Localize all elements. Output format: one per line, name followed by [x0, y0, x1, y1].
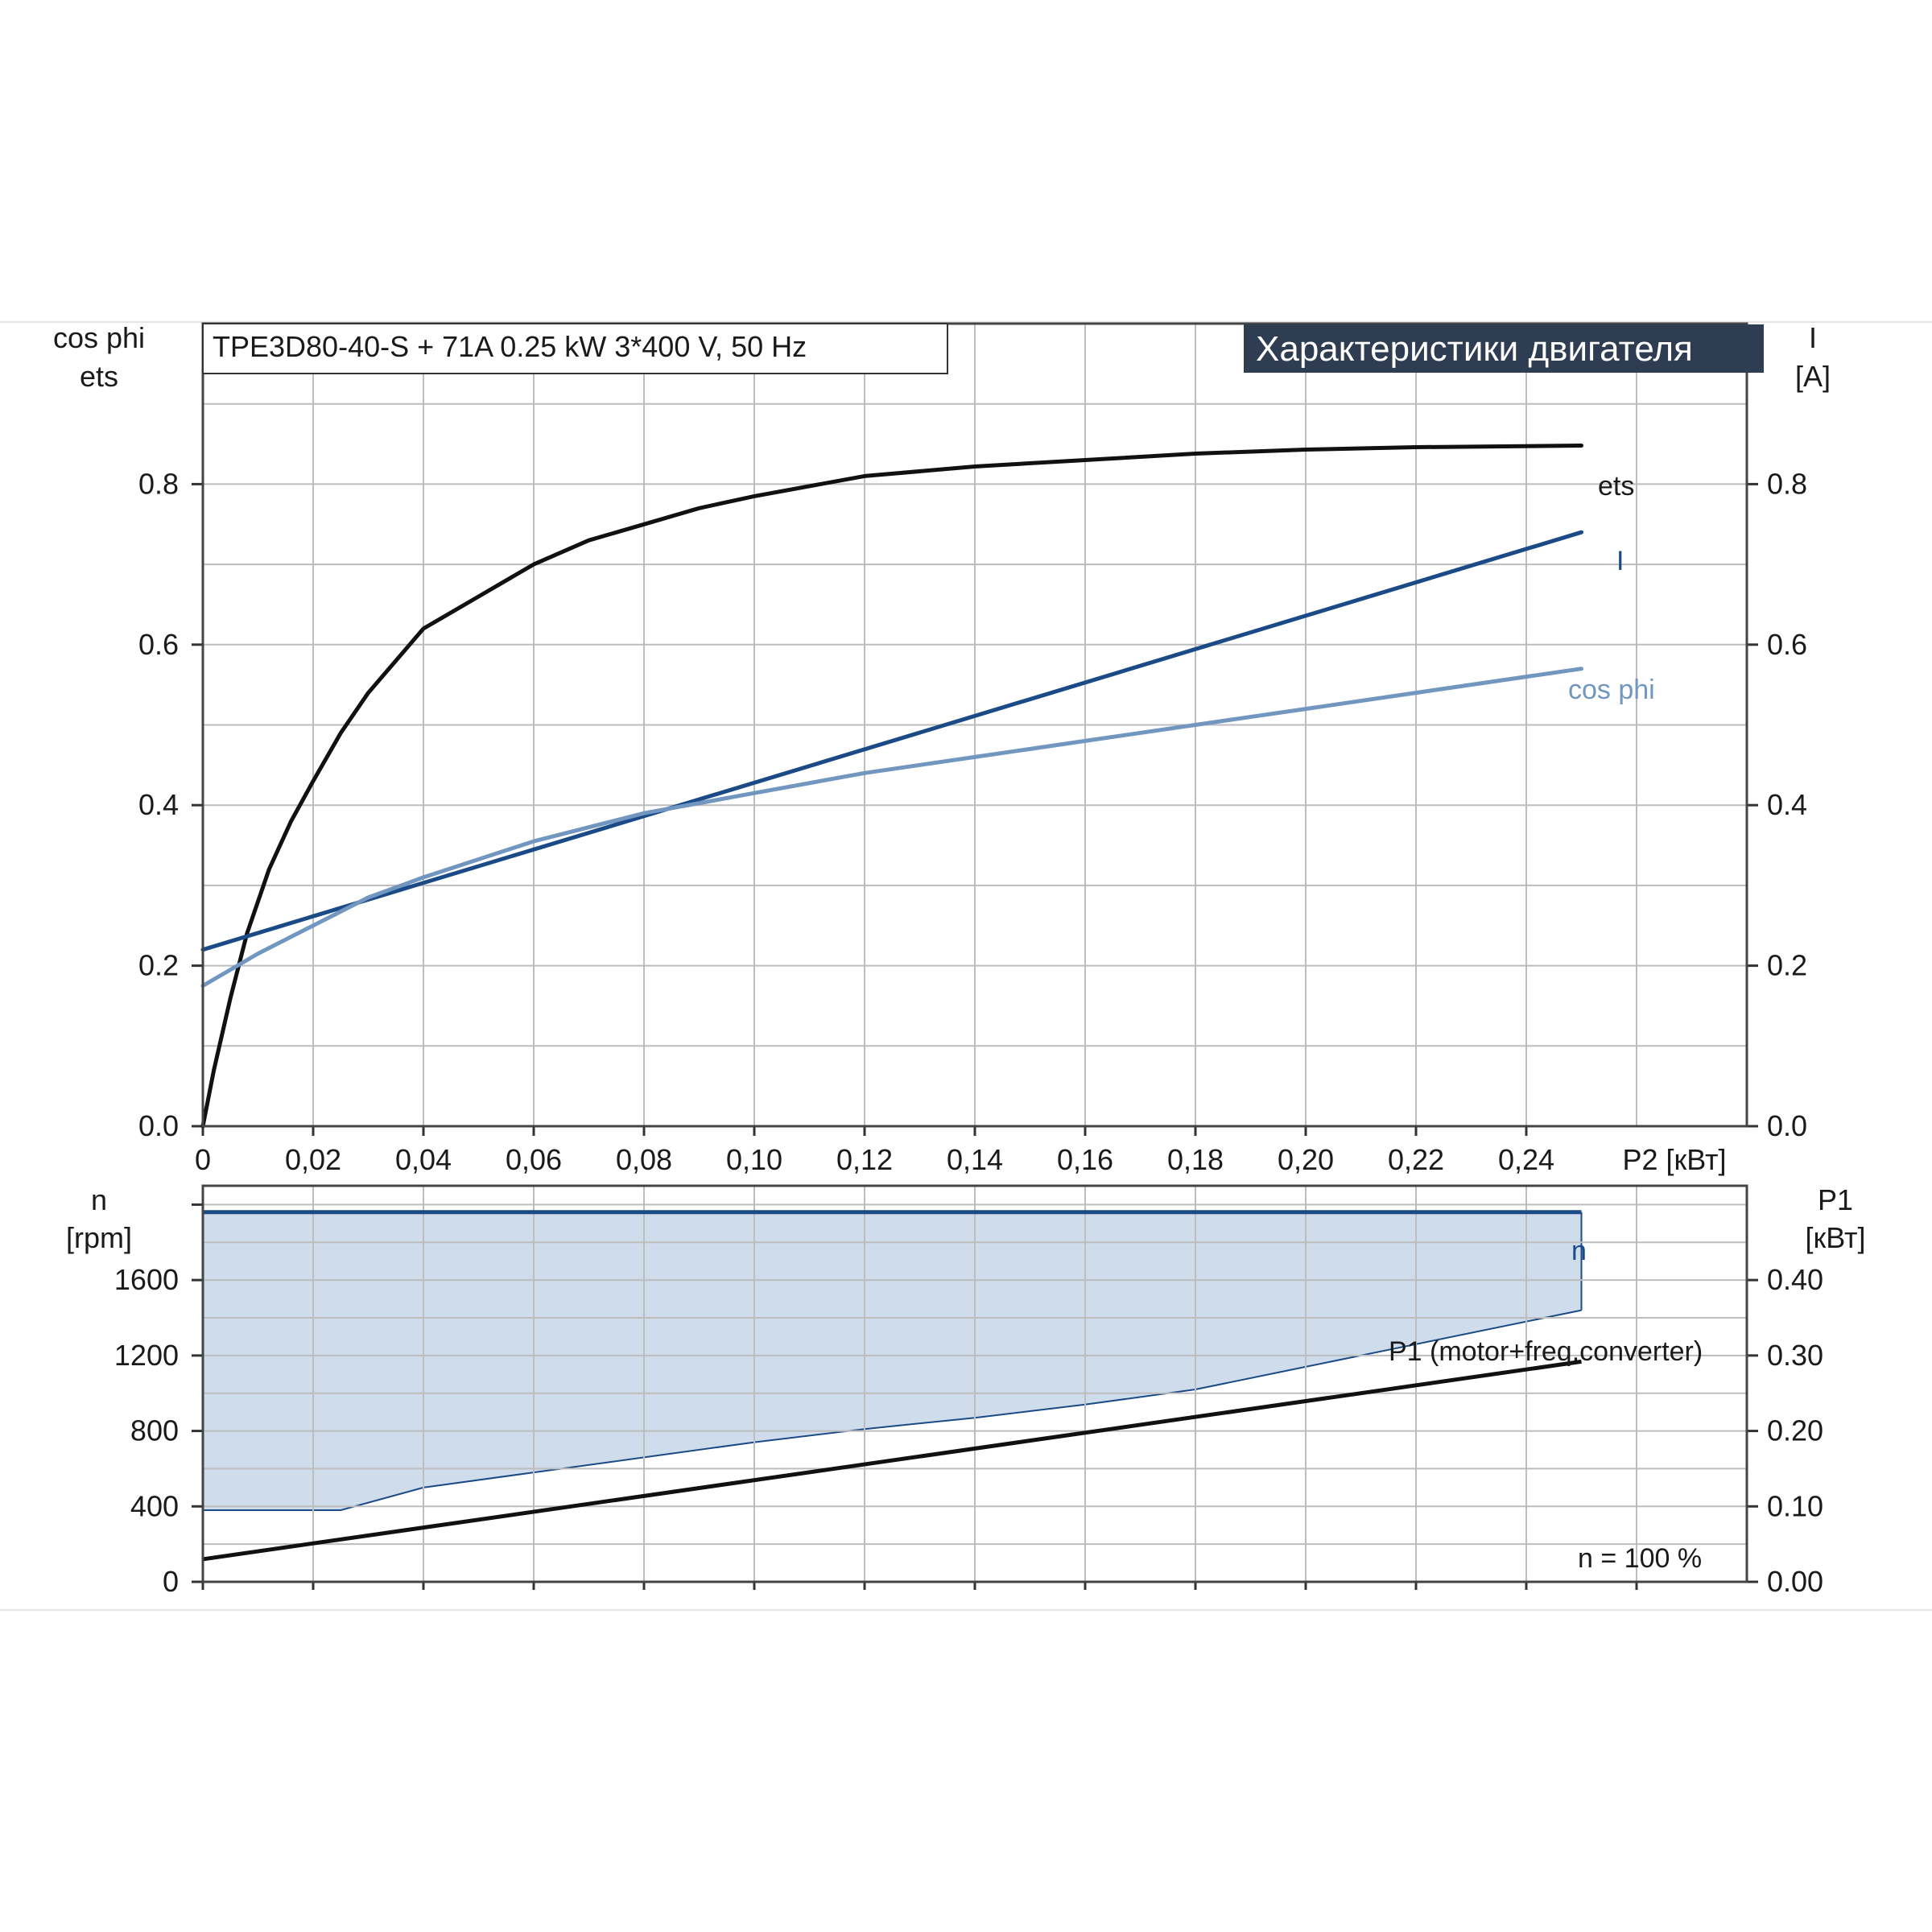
top-left-tick-label: 0.6 — [138, 628, 179, 661]
top-right-tick-label: 0.2 — [1767, 949, 1807, 982]
top-right-axis-label-line2: [A] — [1795, 360, 1831, 393]
bottom-right-tick-label: 0.20 — [1767, 1414, 1823, 1447]
bottom-left-tick-label: 0 — [163, 1565, 179, 1598]
top-right-axis-label-line1: I — [1809, 321, 1817, 354]
x-tick-label: 0,06 — [506, 1143, 562, 1176]
x-tick-label: 0,20 — [1278, 1143, 1334, 1176]
bottom-chart-series — [202, 1210, 1582, 1562]
bottom-left-axis-label-line2: [rpm] — [66, 1221, 132, 1254]
bottom-right-tick-label: 0.40 — [1767, 1263, 1823, 1296]
top-left-tick-label: 0.8 — [138, 467, 179, 500]
series-label-ets: ets — [1598, 471, 1634, 502]
speed-annotation: n = 100 % — [1578, 1543, 1702, 1574]
x-tick-label: 0,12 — [836, 1143, 893, 1176]
bottom-left-axis-label-line1: n — [91, 1183, 107, 1216]
bottom-right-tick-label: 0.00 — [1767, 1565, 1823, 1598]
top-left-axis-label-line2: ets — [80, 360, 118, 393]
x-tick-label: 0,02 — [285, 1143, 341, 1176]
bottom-left-tick-label: 400 — [130, 1489, 179, 1522]
ets-line — [200, 444, 1583, 1129]
top-chart-grid — [203, 323, 1747, 1126]
x-tick-label: 0,16 — [1057, 1143, 1113, 1176]
top-right-tick-label: 0.8 — [1767, 467, 1807, 500]
x-tick-label: 0,14 — [947, 1143, 1003, 1176]
cos-phi-line — [200, 667, 1583, 988]
bottom-left-tick-label: 1200 — [114, 1339, 179, 1372]
bottom-right-axis-label-line1: P1 — [1818, 1183, 1853, 1216]
bottom-right-tick-label: 0.10 — [1767, 1489, 1823, 1522]
I-line — [200, 530, 1583, 952]
model-info-box — [202, 323, 948, 374]
series-label-P1: P1 (motor+freq.converter) — [1389, 1336, 1703, 1367]
bottom-left-tick-label: 800 — [130, 1414, 179, 1447]
P1-line — [202, 1359, 1582, 1562]
bottom-chart-ticks: 0 400 800 1200 1600 0.00 0.10 0.20 0.30 0.40 — [114, 1203, 1823, 1598]
x-tick-label: 0,10 — [726, 1143, 782, 1176]
banner-box — [1244, 324, 1764, 373]
top-right-tick-label: 0.0 — [1767, 1109, 1807, 1142]
series-label-cos-phi: cos phi — [1568, 675, 1655, 705]
bottom-chart-frame — [201, 1184, 1748, 1583]
bottom-chart-grid — [203, 1186, 1747, 1582]
series-label-I: I — [1616, 546, 1624, 576]
top-chart-frame — [201, 322, 1748, 1128]
top-left-tick-label: 0.4 — [138, 788, 179, 821]
top-chart-ticks: 0.0 0.2 0.4 0.6 0.8 0.0 0.2 0.4 0.6 0.8 0 0,02 0,04 0… — [138, 467, 1807, 1176]
x-tick-label: 0,04 — [395, 1143, 452, 1176]
x-tick-label: 0,22 — [1388, 1143, 1444, 1176]
bottom-right-tick-label: 0.30 — [1767, 1339, 1823, 1372]
top-left-axis-label-line1: cos phi — [53, 321, 145, 354]
operating-area-fill — [203, 1212, 1582, 1510]
banner-text: Характеристики двигателя — [1256, 329, 1693, 369]
model-info-text: TPE3D80-40-S + 71A 0.25 kW 3*400 V, 50 H… — [213, 330, 807, 363]
x-tick-label: 0,18 — [1167, 1143, 1224, 1176]
top-chart-series — [200, 444, 1583, 1129]
x-tick-label: 0 — [195, 1143, 211, 1176]
x-axis-label: P2 [кВт] — [1622, 1143, 1726, 1176]
top-right-tick-label: 0.6 — [1767, 628, 1807, 661]
top-left-tick-label: 0.2 — [138, 949, 179, 982]
bottom-right-axis-label-line2: [кВт] — [1805, 1221, 1865, 1254]
top-left-tick-label: 0.0 — [138, 1109, 179, 1142]
x-tick-label: 0,08 — [616, 1143, 672, 1176]
series-label-n: n — [1571, 1236, 1587, 1266]
bottom-left-tick-label: 1600 — [114, 1263, 179, 1296]
bottom-chart-operating-area — [203, 1212, 1583, 1511]
x-tick-label: 0,24 — [1498, 1143, 1554, 1176]
top-right-tick-label: 0.4 — [1767, 788, 1807, 821]
